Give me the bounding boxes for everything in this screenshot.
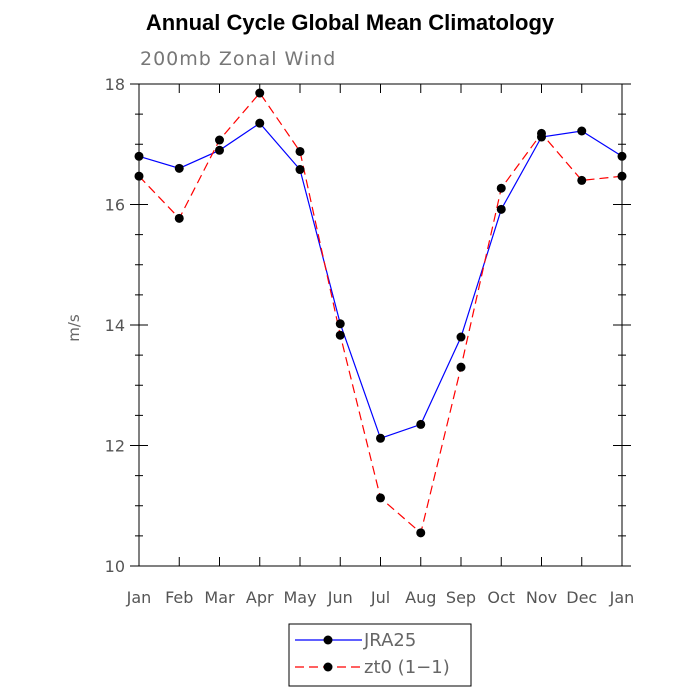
y-tick-label: 16 xyxy=(105,196,125,215)
x-tick-label: Oct xyxy=(487,588,515,607)
legend-marker-jra25 xyxy=(323,635,333,645)
data-point-series-1 xyxy=(617,171,627,181)
x-tick-label: Jan xyxy=(126,588,152,607)
data-point-series-0 xyxy=(496,204,506,214)
data-point-series-1 xyxy=(537,128,546,138)
x-tick-label: Nov xyxy=(526,588,557,607)
x-tick-label: Dec xyxy=(566,588,597,607)
x-tick-label: Mar xyxy=(204,588,235,607)
legend-label-jra25: JRA25 xyxy=(363,630,416,651)
chart-subtitle: 200mb Zonal Wind xyxy=(140,48,337,70)
data-point-series-1 xyxy=(255,88,265,98)
data-point-series-0 xyxy=(134,151,144,161)
y-tick-label: 10 xyxy=(105,557,125,576)
x-tick-label: Jan xyxy=(609,588,635,607)
x-tick-labels: Jan Feb Mar Apr May Jun Jul Aug Sep Oct Nov Dec Jan xyxy=(126,588,635,607)
data-point-series-1 xyxy=(295,146,305,156)
series-lines xyxy=(138,92,623,534)
data-point-series-1 xyxy=(335,330,345,340)
data-point-series-0 xyxy=(456,332,466,342)
data-point-series-1 xyxy=(456,362,466,372)
y-tick-label: 14 xyxy=(105,316,125,335)
legend: JRA25 zt0 (1−1) xyxy=(288,623,472,687)
chart-title: Annual Cycle Global Mean Climatology xyxy=(145,10,555,35)
x-tick-label: Sep xyxy=(446,588,476,607)
x-tick-label: Aug xyxy=(405,588,436,607)
data-point-series-1 xyxy=(496,183,506,193)
series-line-0 xyxy=(138,122,623,440)
data-point-series-0 xyxy=(416,419,426,429)
data-point-series-0 xyxy=(255,118,265,128)
legend-label-zt0: zt0 (1−1) xyxy=(364,657,450,678)
data-point-series-0 xyxy=(577,126,587,136)
y-axis-label: m/s xyxy=(65,314,83,342)
series-line-1 xyxy=(138,92,623,534)
data-point-series-0 xyxy=(335,319,345,329)
y-tick-label: 18 xyxy=(105,75,125,94)
data-point-series-1 xyxy=(215,135,224,145)
x-tick-label: May xyxy=(283,588,316,607)
data-point-series-1 xyxy=(134,171,144,181)
y-tick-label: 12 xyxy=(105,437,125,456)
data-point-series-0 xyxy=(617,151,627,161)
x-tick-label: Jun xyxy=(327,588,353,607)
legend-box xyxy=(288,623,472,687)
data-point-series-0 xyxy=(215,145,224,155)
data-point-series-1 xyxy=(376,493,385,503)
data-point-series-1 xyxy=(416,528,426,538)
x-tick-label: Feb xyxy=(165,588,193,607)
y-tick-labels: 10 12 14 16 18 xyxy=(105,75,125,576)
data-point-series-0 xyxy=(295,165,305,175)
x-tick-label: Apr xyxy=(246,588,274,607)
series-points xyxy=(134,88,627,538)
data-point-series-0 xyxy=(376,433,385,443)
data-point-series-1 xyxy=(577,175,587,185)
legend-marker-zt0 xyxy=(323,662,333,672)
x-tick-label: Jul xyxy=(370,588,390,607)
data-point-series-1 xyxy=(174,213,184,223)
data-point-series-0 xyxy=(174,163,184,173)
